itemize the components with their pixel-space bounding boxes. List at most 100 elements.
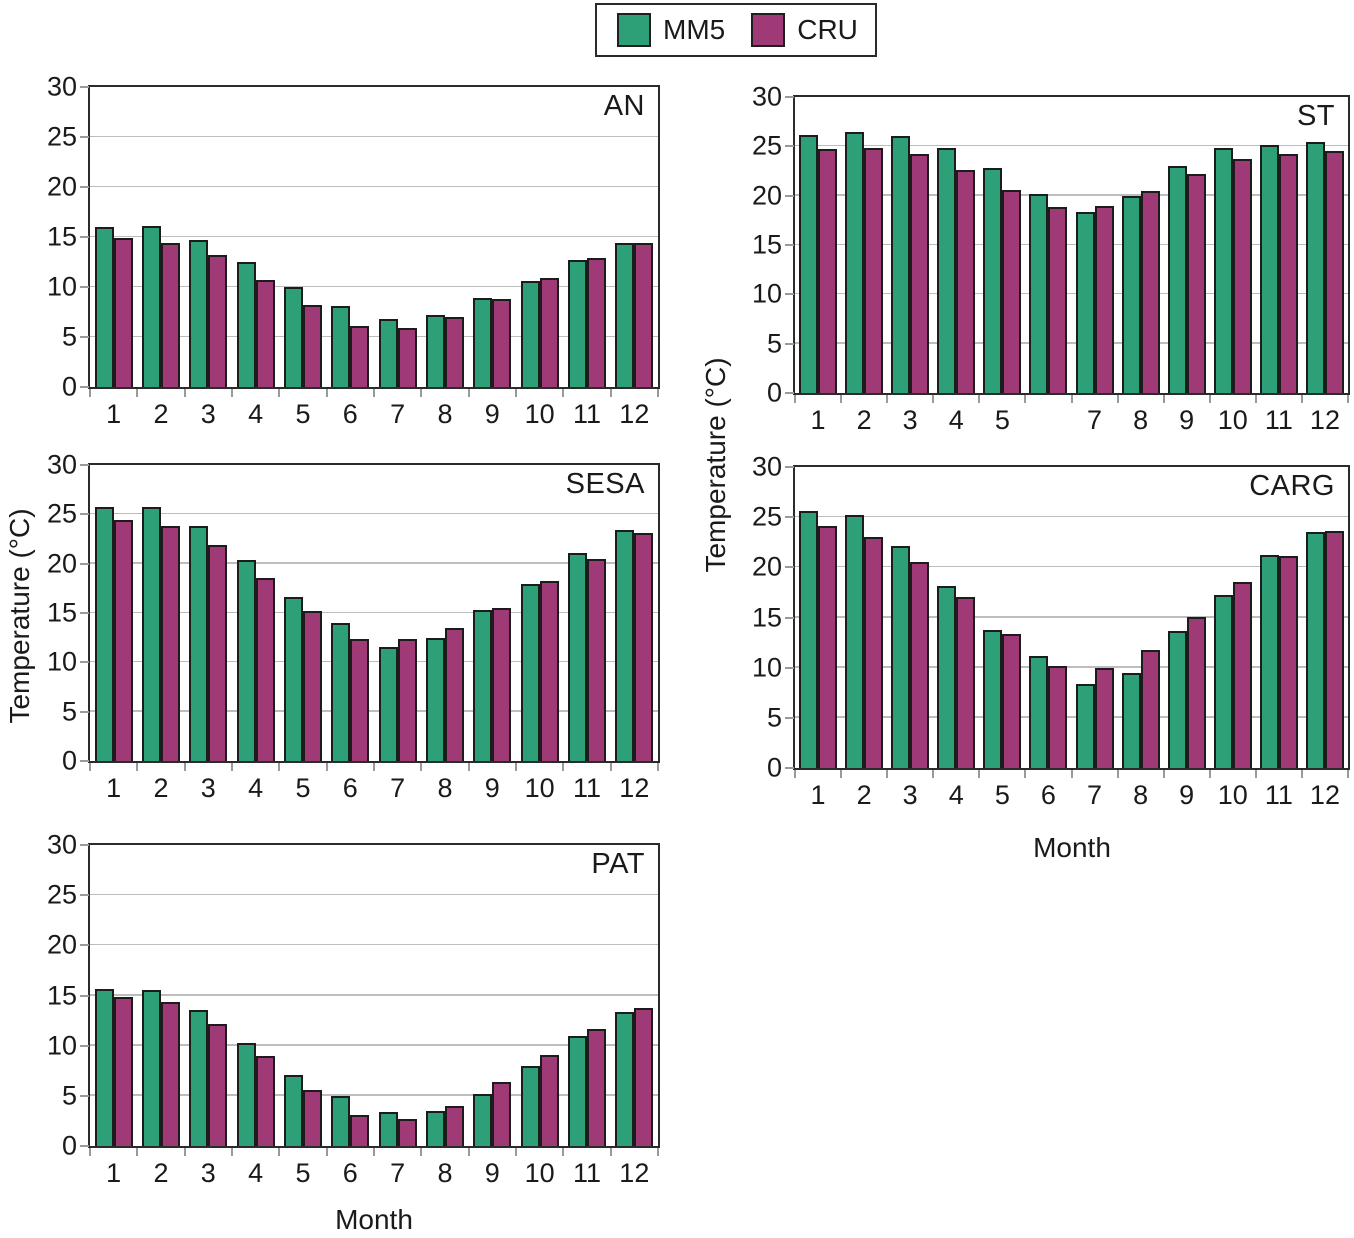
x-tick-label-month-6: 6 <box>342 773 358 803</box>
bar-mm5-m2 <box>141 507 161 761</box>
x-tick-label-month-7: 7 <box>1087 780 1103 810</box>
x-tick-label-month-2: 2 <box>153 1158 169 1188</box>
bar-cru-m8 <box>444 627 464 761</box>
y-tick-mark-15 <box>80 994 89 997</box>
x-tick-label-month-11: 11 <box>1264 405 1293 435</box>
bar-mm5-m8 <box>425 315 445 387</box>
legend-label-cru: CRU <box>797 14 858 45</box>
x-tick-mark-4 <box>978 770 981 778</box>
bar-mm5-m9 <box>1167 630 1187 768</box>
bar-cru-m10 <box>1232 159 1252 393</box>
bar-group-month-9 <box>1164 97 1210 393</box>
x-tick-label-month-8: 8 <box>1133 405 1149 435</box>
gridline-15 <box>90 611 658 613</box>
y-tick-label-5: 5 <box>61 696 77 727</box>
y-tick-mark-25 <box>785 145 794 148</box>
x-tick-label-month-6: 6 <box>342 1158 358 1188</box>
y-tick-mark-5 <box>80 710 89 713</box>
gridline-5 <box>90 1094 658 1096</box>
bar-group-month-7 <box>1072 97 1118 393</box>
x-tick-mark-7 <box>1116 395 1119 403</box>
bar-mm5-m8 <box>425 637 445 761</box>
x-tick-mark-10 <box>562 389 565 397</box>
bar-cru-m4 <box>255 578 275 761</box>
x-tick-mark-6 <box>1070 770 1073 778</box>
x-tick-label-month-5: 5 <box>994 780 1010 810</box>
plot-area-carg: 0 5 10 15 20 25 30 1 2 3 4 5 6 7 8 9 10 11 12 CARG <box>752 453 1350 809</box>
bar-cru-m7 <box>397 328 417 387</box>
x-tick-label-month-10: 10 <box>1217 780 1248 810</box>
bar-mm5-m11 <box>1259 555 1279 768</box>
bar-cru-m2 <box>160 526 180 761</box>
bar-group-month-12 <box>611 465 658 761</box>
bar-cru-m9 <box>492 1081 512 1146</box>
bar-mm5-m11 <box>567 552 587 761</box>
gridline-20 <box>795 194 1348 196</box>
x-tick-label-month-5: 5 <box>994 405 1010 435</box>
chart-title-carg: CARG <box>1249 470 1335 502</box>
bar-cru-m5 <box>302 305 322 387</box>
bar-mm5-m12 <box>1305 142 1325 393</box>
y-tick-mark-20 <box>785 194 794 197</box>
bar-group-month-1 <box>795 97 841 393</box>
x-tick-label-month-4: 4 <box>248 773 264 803</box>
y-tick-label-15: 15 <box>751 229 782 260</box>
x-tick-label-month-2: 2 <box>153 399 169 429</box>
y-tick-label-20: 20 <box>751 180 782 211</box>
bar-group-month-1 <box>90 87 137 387</box>
x-tick-mark-1 <box>136 763 139 771</box>
bar-cru-m1 <box>113 238 133 387</box>
bar-cru-m11 <box>586 1028 606 1146</box>
chart-pat: 0 5 10 15 20 25 30 1 2 3 4 5 6 7 8 9 10 11 12 PAT <box>47 831 660 1187</box>
x-tick-label-month-8: 8 <box>437 1158 453 1188</box>
x-tick-label-month-1: 1 <box>810 780 826 810</box>
bar-mm5-m2 <box>845 515 865 768</box>
x-tick-label-month-9: 9 <box>1179 405 1195 435</box>
x-tick-mark-12 <box>657 763 659 771</box>
y-tick-label-20: 20 <box>46 548 77 579</box>
bar-mm5-m3 <box>891 136 911 393</box>
x-tick-label-month-3: 3 <box>200 773 216 803</box>
x-tick-label-month-9: 9 <box>484 399 500 429</box>
y-tick-label-15: 15 <box>46 597 77 628</box>
y-tick-mark-30 <box>785 466 794 468</box>
bar-mm5-m6 <box>331 306 351 387</box>
bar-group-month-10 <box>1210 467 1256 768</box>
y-tick-mark-20 <box>80 562 89 565</box>
legend-label-mm5: MM5 <box>663 14 726 45</box>
x-tick-label-month-5: 5 <box>295 1158 311 1188</box>
bar-cru-m12 <box>1324 151 1344 393</box>
x-axis-title-right-column: Month <box>1033 832 1111 863</box>
bar-mm5-m12 <box>615 1011 635 1146</box>
x-tick-label-month-2: 2 <box>153 773 169 803</box>
y-tick-label-25: 25 <box>751 130 782 161</box>
gridline-10 <box>90 285 658 287</box>
bar-group-month-12 <box>611 87 658 387</box>
y-tick-label-15: 15 <box>46 221 77 252</box>
bar-mm5-m3 <box>189 1009 209 1146</box>
bar-cru-m4 <box>956 170 976 393</box>
x-tick-label-month-4: 4 <box>948 780 964 810</box>
x-tick-mark-5 <box>325 389 328 397</box>
bar-cru-m10 <box>1232 582 1252 768</box>
x-tick-label-month-3: 3 <box>200 399 216 429</box>
chart-sesa: 0 5 10 15 20 25 30 1 2 3 4 5 6 7 8 9 10 11 12 SESA <box>47 451 660 802</box>
x-tick-label-month-11: 11 <box>572 399 601 429</box>
bar-mm5-m11 <box>567 1035 587 1146</box>
plot-area-an: 0 5 10 15 20 25 30 1 2 3 4 5 6 7 8 9 10 11 12 AN <box>47 73 660 428</box>
x-tick-label-month-4: 4 <box>248 1158 264 1188</box>
gridline-5 <box>90 710 658 712</box>
x-tick-mark-7 <box>1116 770 1119 778</box>
y-tick-mark-0 <box>80 1145 89 1147</box>
x-tick-mark-11 <box>609 1148 612 1156</box>
x-tick-mark-9 <box>515 763 517 771</box>
x-tick-label-month-8: 8 <box>437 399 453 429</box>
y-tick-label-0: 0 <box>61 745 77 776</box>
bar-group-month-12 <box>1302 97 1348 393</box>
y-tick-mark-15 <box>80 236 89 238</box>
chart-title-st: ST <box>1296 100 1335 132</box>
bar-group-month-3 <box>185 845 232 1146</box>
x-tick-mark-3 <box>231 1148 233 1156</box>
x-tick-label-month-7: 7 <box>390 773 406 803</box>
bar-mm5-m10 <box>1213 148 1233 393</box>
